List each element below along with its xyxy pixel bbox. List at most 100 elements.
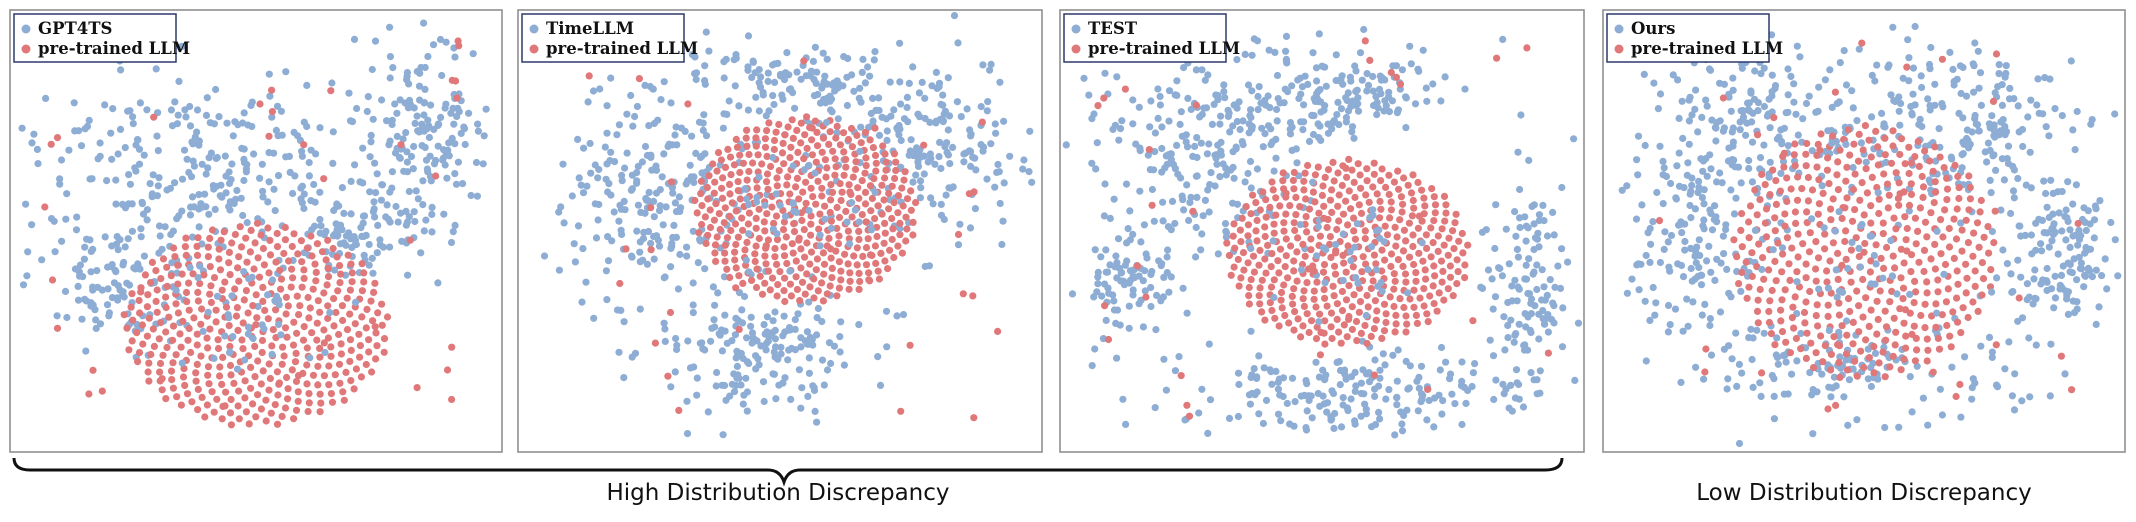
- point-gpt4ts: [271, 207, 279, 215]
- point-pretrained-llm: [167, 272, 175, 280]
- point-gpt4ts: [437, 113, 445, 121]
- point-ours: [2043, 203, 2051, 211]
- point-gpt4ts: [245, 275, 253, 283]
- point-pretrained-llm: [752, 224, 760, 232]
- point-timellm: [811, 407, 819, 415]
- point-pretrained-llm: [885, 205, 893, 213]
- point-pretrained-llm: [855, 194, 863, 202]
- point-timellm: [627, 186, 636, 194]
- point-timellm: [822, 99, 830, 107]
- point-timellm: [722, 55, 730, 64]
- point-timellm: [642, 194, 650, 203]
- point-pretrained-llm: [738, 214, 746, 222]
- point-ours: [1840, 47, 1848, 55]
- point-timellm: [755, 361, 763, 369]
- point-test: [1147, 302, 1155, 311]
- point-gpt4ts: [421, 85, 429, 93]
- point-ours: [1691, 105, 1699, 113]
- point-timellm: [874, 353, 882, 361]
- point-test: [1382, 395, 1390, 403]
- point-pretrained-llm: [1934, 288, 1942, 296]
- point-gpt4ts: [403, 69, 411, 77]
- point-pretrained-llm: [798, 216, 806, 225]
- point-pretrained-llm: [147, 279, 155, 287]
- point-gpt4ts: [86, 236, 94, 244]
- point-ours: [1895, 93, 1903, 101]
- point-gpt4ts: [330, 206, 338, 215]
- point-pretrained-llm: [453, 94, 461, 102]
- point-timellm: [830, 342, 839, 350]
- point-test: [1239, 141, 1247, 149]
- point-test: [1546, 276, 1554, 284]
- point-pretrained-llm: [812, 200, 820, 208]
- point-gpt4ts: [482, 105, 490, 113]
- point-pretrained-llm: [1955, 184, 1963, 192]
- point-timellm: [999, 217, 1007, 225]
- point-ours: [1656, 142, 1664, 150]
- point-pretrained-llm: [347, 377, 355, 385]
- point-pretrained-llm: [778, 149, 787, 157]
- point-pretrained-llm: [840, 148, 848, 156]
- point-pretrained-llm: [1304, 161, 1312, 170]
- point-timellm: [578, 298, 586, 306]
- point-gpt4ts: [268, 350, 276, 358]
- point-pretrained-llm: [1843, 194, 1851, 202]
- point-test: [1264, 122, 1273, 130]
- point-pretrained-llm: [1240, 266, 1248, 274]
- point-test: [1151, 404, 1159, 412]
- point-pretrained-llm: [316, 344, 324, 352]
- point-gpt4ts: [112, 268, 120, 276]
- point-ours: [2064, 310, 2072, 318]
- point-test: [1221, 220, 1230, 228]
- point-gpt4ts: [103, 177, 111, 185]
- point-ours: [1760, 329, 1768, 337]
- point-pretrained-llm: [1992, 50, 2001, 58]
- point-timellm: [762, 346, 770, 354]
- point-pretrained-llm: [802, 178, 810, 186]
- point-ours: [1697, 281, 1706, 289]
- point-test: [1088, 362, 1096, 370]
- point-test: [1514, 148, 1522, 156]
- point-pretrained-llm: [1932, 323, 1940, 331]
- point-pretrained-llm: [133, 329, 141, 337]
- point-test: [1135, 300, 1143, 308]
- point-pretrained-llm: [1754, 131, 1762, 139]
- point-pretrained-llm: [855, 227, 863, 235]
- point-timellm: [903, 93, 912, 101]
- point-ours: [1868, 113, 1876, 121]
- point-timellm: [674, 285, 683, 293]
- panel-frame: [9, 9, 503, 453]
- point-test: [1511, 208, 1519, 216]
- point-pretrained-llm: [357, 373, 365, 381]
- point-gpt4ts: [414, 195, 422, 203]
- point-ours: [1917, 72, 1925, 80]
- point-timellm: [1000, 179, 1008, 187]
- point-gpt4ts: [93, 267, 101, 275]
- point-gpt4ts: [117, 66, 125, 74]
- point-pretrained-llm: [1875, 209, 1883, 218]
- point-pretrained-llm: [752, 283, 761, 292]
- point-timellm: [738, 306, 746, 314]
- point-gpt4ts: [197, 200, 205, 208]
- point-gpt4ts: [428, 203, 436, 211]
- point-timellm: [745, 268, 753, 276]
- point-pretrained-llm: [1363, 165, 1371, 173]
- point-pretrained-llm: [1318, 191, 1326, 200]
- point-test: [1113, 73, 1121, 81]
- point-pretrained-llm: [156, 359, 165, 368]
- point-timellm: [639, 256, 647, 264]
- point-pretrained-llm: [736, 168, 744, 177]
- point-ours: [2043, 264, 2051, 273]
- point-test: [1186, 198, 1194, 207]
- point-timellm: [929, 200, 937, 208]
- point-timellm: [661, 273, 669, 281]
- point-timellm: [771, 78, 779, 86]
- point-test: [1342, 375, 1350, 383]
- point-pretrained-llm: [1817, 332, 1825, 340]
- point-gpt4ts: [410, 142, 418, 151]
- point-pretrained-llm: [194, 385, 202, 393]
- point-pretrained-llm: [134, 358, 142, 366]
- point-test: [1201, 76, 1209, 84]
- point-test: [1393, 377, 1401, 385]
- point-test: [1364, 81, 1373, 89]
